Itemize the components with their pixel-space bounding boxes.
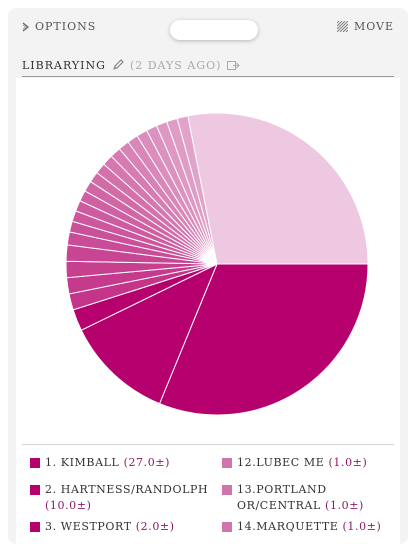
legend-label: 1. KIMBALL (27.0±): [45, 455, 220, 471]
legend-label: 14.MARQUETTE (1.0±): [237, 519, 402, 535]
legend-name: WESTPORT: [60, 520, 136, 533]
legend-label: 12.LUBEC ME (1.0±): [237, 455, 402, 471]
legend-name: KIMBALL: [60, 456, 124, 469]
legend-value: (1.0±): [342, 520, 382, 533]
legend-rank: 1.: [45, 456, 61, 469]
legend-value: (2.0±): [135, 520, 175, 533]
options-button[interactable]: OPTIONS: [22, 20, 96, 33]
legend-swatch: [222, 485, 232, 495]
drag-handle[interactable]: [170, 20, 258, 40]
legend-name: PORTLAND OR/CENTRAL: [237, 483, 327, 512]
legend-value: (27.0±): [123, 456, 171, 469]
legend-swatch: [30, 485, 40, 495]
grip-icon: [336, 21, 348, 32]
legend-value: (10.0±): [45, 499, 92, 512]
legend-divider: [22, 444, 394, 445]
legend-name: LUBEC ME: [256, 456, 329, 469]
chevron-right-icon: [22, 21, 29, 32]
options-label: OPTIONS: [35, 20, 97, 33]
legend-label: 13.PORTLAND OR/CENTRAL (1.0±): [237, 482, 402, 514]
pie-slice-1[interactable]: [158, 263, 369, 416]
legend-rank: 12.: [237, 456, 257, 469]
chart-panel: 1. KIMBALL (27.0±) 2. HARTNESS/RANDOLPH (…: [16, 78, 400, 544]
chart-widget: OPTIONS MOVE LIBRARYING (2 DAYS AGO): [8, 8, 408, 544]
legend-label: 3. WESTPORT (2.0±): [45, 519, 220, 535]
legend-value: (1.0±): [328, 456, 368, 469]
legend-swatch: [30, 522, 40, 532]
move-button[interactable]: MOVE: [336, 20, 394, 33]
legend-value: (1.0±): [325, 499, 364, 512]
move-label: MOVE: [353, 20, 394, 33]
legend-rank: 3.: [45, 520, 61, 533]
legend-name: HARTNESS/RANDOLPH: [60, 483, 209, 496]
pencil-icon[interactable]: [112, 59, 124, 71]
legend-swatch: [222, 458, 232, 468]
page-title: LIBRARYING: [22, 58, 106, 72]
legend-rank: 14.: [237, 520, 257, 533]
legend-label: 2. HARTNESS/RANDOLPH (10.0±): [45, 482, 220, 514]
pie-slice-25[interactable]: [187, 112, 369, 265]
chart-header: LIBRARYING (2 DAYS AGO): [22, 54, 394, 79]
legend-swatch: [222, 522, 232, 532]
export-icon[interactable]: [227, 60, 241, 71]
widget-toolbar: OPTIONS MOVE: [8, 8, 408, 46]
legend-rank: 13.: [237, 483, 257, 496]
time-ago-label: (2 DAYS AGO): [129, 58, 222, 72]
legend-name: MARQUETTE: [256, 520, 343, 533]
pie-chart: [65, 112, 369, 416]
legend-swatch: [30, 458, 40, 468]
legend-rank: 2.: [45, 483, 61, 496]
pie-slice-2[interactable]: [80, 262, 218, 405]
